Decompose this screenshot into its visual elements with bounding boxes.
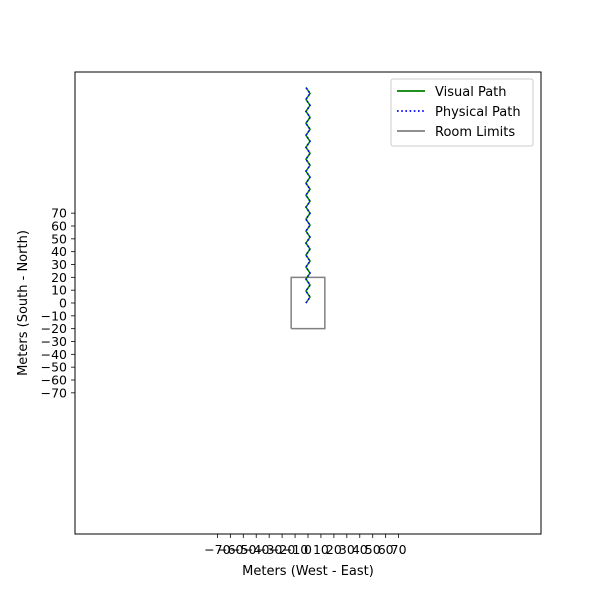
y-tick-label: −70: [41, 385, 67, 400]
x-tick-label: 30: [339, 542, 355, 557]
plot-lines: [290, 86, 326, 330]
y-tick-label: −30: [41, 334, 67, 349]
x-tick-label: 0: [304, 542, 312, 557]
y-tick-label: 60: [51, 219, 67, 234]
y-tick-label: −20: [41, 321, 67, 336]
x-tick-label: −20: [269, 542, 295, 557]
x-tick-label: 70: [391, 542, 407, 557]
x-tick-label: 10: [313, 542, 329, 557]
y-tick-label: 10: [51, 283, 67, 298]
x-tick-label: −50: [230, 542, 256, 557]
y-tick-label: 0: [59, 296, 67, 311]
y-tick-label: 40: [51, 244, 67, 259]
x-tick-label: −70: [204, 542, 230, 557]
x-axis-title: Meters (West - East): [242, 564, 374, 579]
legend-label-room-limits: Room Limits: [435, 125, 515, 140]
y-tick-label: −10: [41, 308, 67, 323]
x-tick-label: 60: [378, 542, 394, 557]
x-tick-label: 20: [326, 542, 342, 557]
x-tick-label: −60: [217, 542, 243, 557]
y-tick-label: −40: [41, 347, 67, 362]
y-tick-label: 70: [51, 206, 67, 221]
x-tick-label: 40: [352, 542, 368, 557]
y-axis-title: Meters (South - North): [16, 230, 31, 376]
y-tick-label: −60: [41, 373, 67, 388]
x-tick-label: −40: [243, 542, 269, 557]
legend-label-visual-path: Visual Path: [435, 85, 507, 100]
series-visual-path: [305, 86, 311, 304]
legend-box: [390, 78, 534, 147]
y-tick-label: 50: [51, 231, 67, 246]
x-tick-label: 50: [365, 542, 381, 557]
legend-label-physical-path: Physical Path: [435, 105, 521, 120]
x-tick-label: −30: [256, 542, 282, 557]
y-tick-label: 30: [51, 257, 67, 272]
y-tick-label: 20: [51, 270, 67, 285]
series-room-limits: [290, 276, 326, 330]
y-tick-label: −50: [41, 360, 67, 375]
x-tick-label: −10: [282, 542, 308, 557]
legend: Visual Path Physical Path Room Limits: [390, 78, 534, 147]
